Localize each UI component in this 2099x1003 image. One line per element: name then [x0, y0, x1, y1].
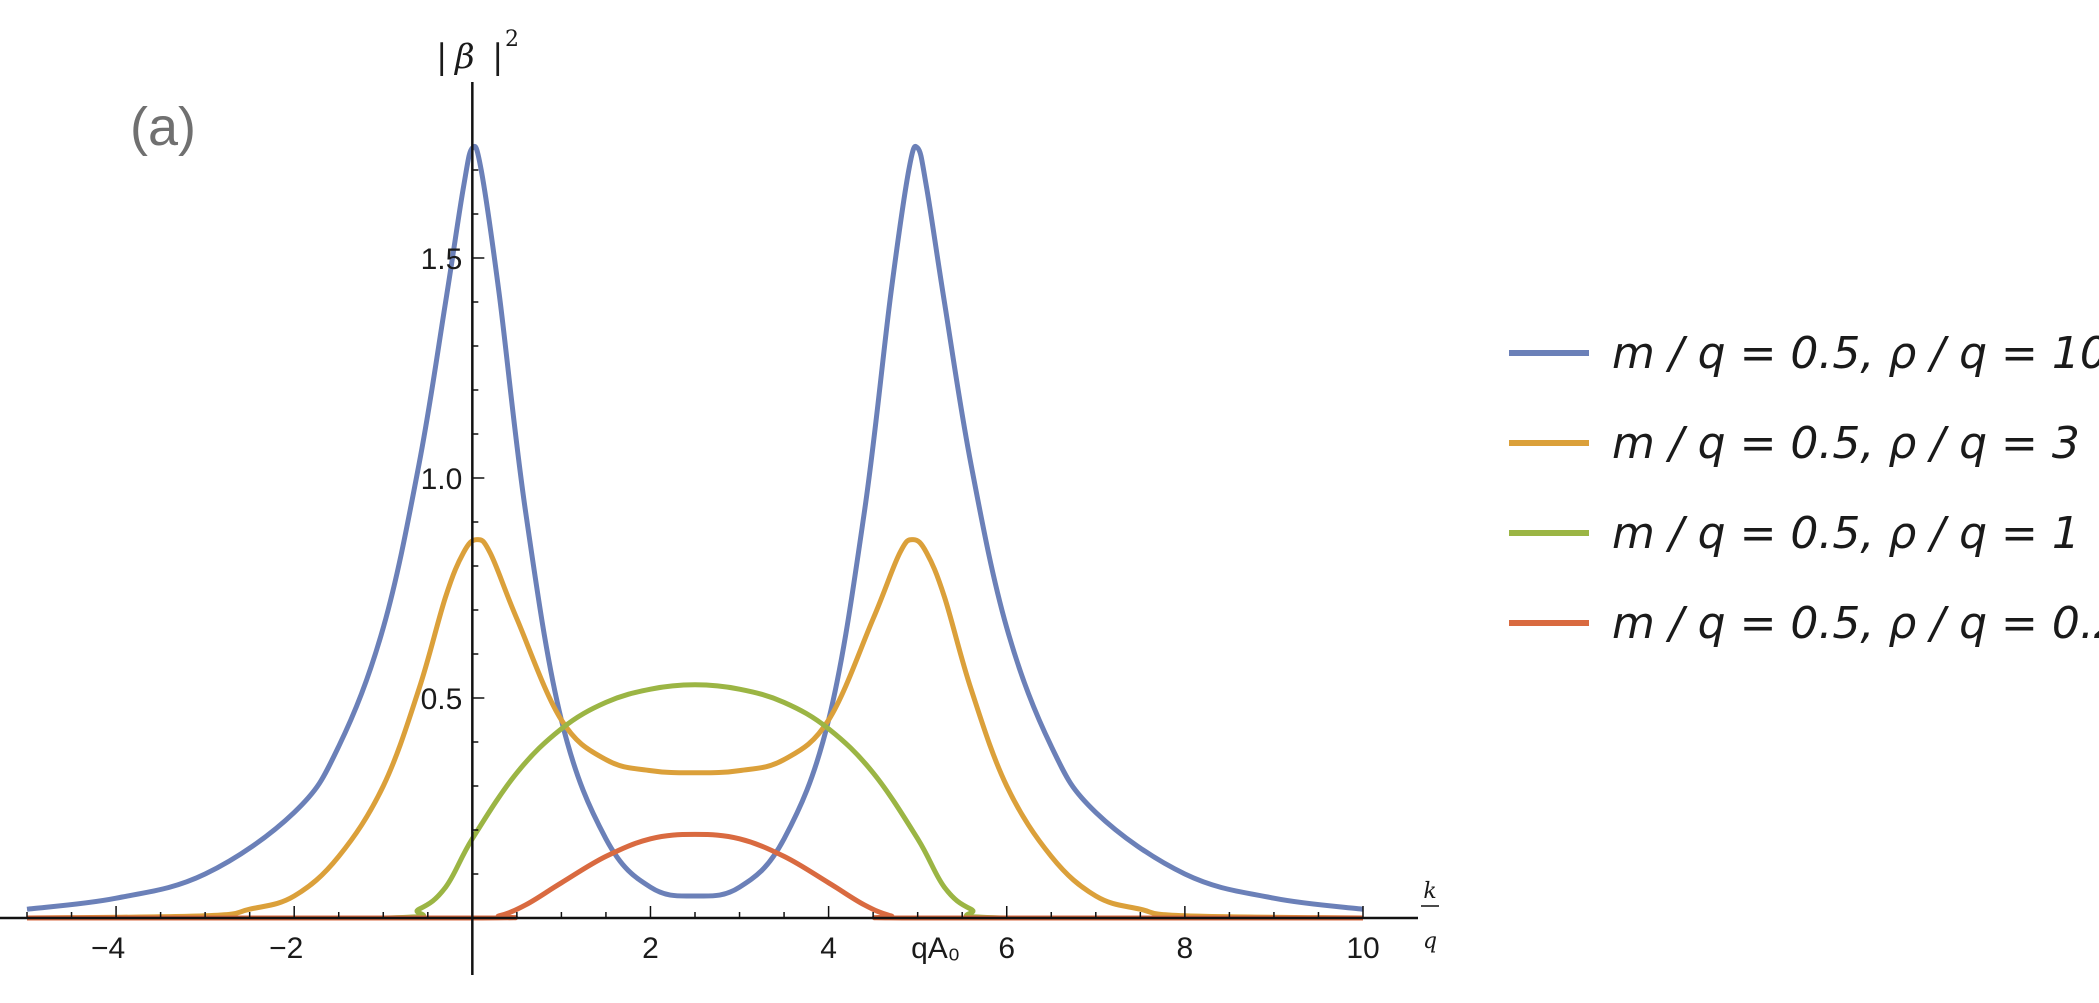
y-tick-label: 1.5 [421, 243, 463, 276]
legend-label-1: m / q = 0.5, ρ / q = 10 [1612, 328, 2099, 379]
axes: −4 −2 2 4 6 8 10 0.5 1.0 1.5 [0, 82, 1418, 975]
series-line-2 [26, 537, 1364, 921]
x-tick-label: −4 [91, 932, 125, 965]
x-ticks: −4 −2 2 4 6 8 10 [26, 906, 1380, 965]
x-tick-label-qA0: qA₀ [911, 932, 960, 965]
y-title-open-bar: | [436, 37, 447, 77]
legend-label-3: m / q = 0.5, ρ / q = 1 [1612, 508, 2080, 559]
y-title-exponent: 2 [505, 27, 519, 52]
legend-label-2: m / q = 0.5, ρ / q = 3 [1612, 418, 2080, 469]
x-tick-label: −2 [269, 932, 303, 965]
y-ticks: 0.5 1.0 1.5 [421, 169, 485, 875]
series-line-4 [27, 831, 1363, 921]
x-tick-label: 8 [1177, 932, 1194, 965]
y-title-close-bar: | [492, 37, 503, 77]
y-tick-label: 1.0 [421, 463, 463, 496]
series-line-1 [26, 143, 1364, 912]
x-axis-title: k q [1421, 879, 1439, 954]
plot-curves [26, 143, 1364, 921]
x-tick-label: 10 [1346, 932, 1379, 965]
x-tick-label: 2 [642, 932, 659, 965]
series-line-3 [27, 682, 1363, 921]
y-axis-title: | β | 2 [436, 27, 519, 77]
legend: m / q = 0.5, ρ / q = 10 m / q = 0.5, ρ / … [1509, 328, 2099, 649]
panel-label: (a) [130, 97, 196, 157]
y-title-symbol: β [453, 37, 475, 77]
x-title-numerator: k [1423, 879, 1436, 904]
legend-label-4: m / q = 0.5, ρ / q = 0.2 [1612, 598, 2099, 649]
y-tick-label: 0.5 [421, 683, 463, 716]
x-tick-label: 6 [998, 932, 1015, 965]
x-title-denominator: q [1423, 929, 1437, 954]
x-tick-label: 4 [820, 932, 837, 965]
